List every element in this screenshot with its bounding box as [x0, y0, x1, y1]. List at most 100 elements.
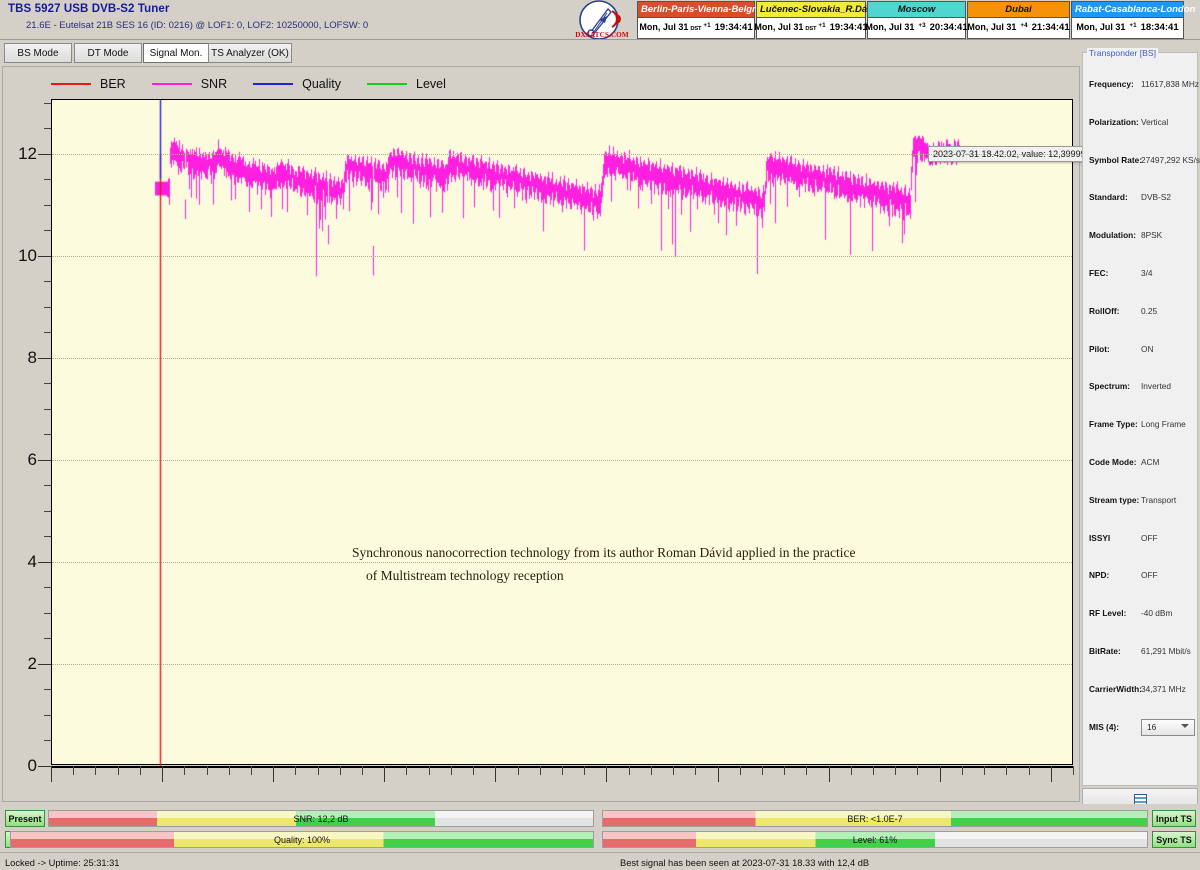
y-tick-major — [38, 153, 51, 155]
y-tick-minor — [44, 179, 51, 181]
legend-item-level: Level — [367, 77, 446, 91]
transponder-value: 11617,838 MHz — [1141, 79, 1199, 89]
x-tick-minor — [628, 766, 630, 775]
mode-tabbar: BS Mode DT Mode Signal Mon. TS Analyzer (OK… — [0, 43, 1080, 65]
x-tick-major — [939, 766, 941, 782]
x-tick-minor — [584, 766, 586, 775]
transponder-row-streamtype: Stream type: Transport — [1089, 495, 1199, 509]
mis-label: MIS (4): — [1089, 721, 1119, 732]
transponder-row-bitrate: BitRate: 61,291 Mbit/s — [1089, 646, 1199, 660]
transponder-key: Standard: — [1089, 192, 1128, 203]
y-tick-minor — [44, 434, 51, 436]
tab-bs-mode[interactable]: BS Mode — [4, 43, 72, 63]
x-tick-minor — [73, 766, 75, 775]
meter-gloss — [603, 811, 1147, 826]
transponder-value: DVB-S2 — [1141, 192, 1171, 203]
y-tick-minor — [44, 740, 51, 742]
x-tick-minor — [184, 766, 186, 775]
y-tick-label: 10 — [18, 245, 37, 265]
x-tick-major — [495, 766, 497, 782]
meter-level: Level: 61% — [602, 831, 1148, 848]
transponder-value: OFF — [1141, 532, 1158, 543]
meter-caption: Quality: 100% — [273, 834, 331, 845]
sync-ts-indicator[interactable]: Sync TS — [1152, 831, 1196, 848]
x-tick-minor — [784, 766, 786, 775]
gridline — [52, 459, 1072, 461]
y-tick-minor — [44, 281, 51, 283]
transponder-key: RollOff: — [1089, 305, 1120, 316]
clock-time: Mon, Jul 31 +4 21:34:41 — [967, 18, 1070, 37]
legend-item-snr: SNR — [151, 77, 228, 91]
x-tick-minor — [95, 766, 97, 775]
clock-time: Mon, Jul 31 DST +1 19:34:41 — [638, 18, 754, 37]
y-tick-minor — [44, 408, 51, 410]
annotation-line-1: Synchronous nanocorrection technology fr… — [352, 545, 856, 561]
x-tick-minor — [873, 766, 875, 775]
transponder-value: ON — [1141, 343, 1154, 354]
x-tick-minor — [250, 766, 252, 775]
transponder-value: 8PSK — [1141, 230, 1163, 241]
satellite-subtitle: 21.6E - Eutelsat 21B SES 16 (ID: 0216) @… — [26, 20, 369, 31]
legend-label: Level — [416, 77, 446, 91]
y-tick-label: 6 — [27, 449, 37, 469]
bottom-divider — [0, 852, 1200, 853]
transponder-value: 34,371 MHz — [1141, 683, 1186, 694]
clock-2: Lučenec-Slovakia_R.Dávid Mon, Jul 31 DST +1… — [754, 1, 881, 39]
input-ts-indicator[interactable]: Input TS — [1152, 810, 1196, 827]
worldclock-bar: Berlin-Paris-Vienna-Belgrade Mon, Jul 31 D… — [637, 1, 1195, 39]
status-bars: Locked -> Uptime: 25:31:31 Best signal h… — [0, 804, 1200, 870]
transponder-key: Polarization: — [1089, 116, 1139, 127]
y-tick-minor — [44, 510, 51, 512]
x-tick-minor — [850, 766, 852, 775]
transponder-key: Code Mode: — [1089, 457, 1137, 467]
transponder-row-pilot: Pilot: ON — [1089, 344, 1199, 358]
mis-select[interactable]: 16 — [1141, 718, 1195, 736]
gridline — [52, 153, 1072, 155]
legend-label: SNR — [200, 77, 228, 91]
x-tick-minor — [339, 766, 341, 775]
transponder-row-carrierwidth: CarrierWidth: 34,371 MHz — [1089, 684, 1199, 698]
transponder-key: Pilot: — [1089, 343, 1110, 354]
tab-dt-mode[interactable]: DT Mode — [74, 43, 142, 63]
x-tick-minor — [673, 766, 675, 775]
meter-ber: BER: <1.0E-7 — [602, 810, 1148, 827]
transponder-value: 3/4 — [1141, 268, 1153, 278]
transponder-value: -40 dBm — [1141, 608, 1173, 619]
tab-ts-analyzer-ok[interactable]: TS Analyzer (OK) — [208, 43, 292, 63]
header-divider — [0, 39, 1200, 40]
legend-swatch — [51, 83, 91, 85]
transponder-row-spectrum: Spectrum: Inverted — [1089, 381, 1199, 395]
transponder-groupbox-title: Transponder [BS] — [1087, 48, 1159, 58]
x-tick-major — [51, 766, 52, 782]
transponder-row-frequency: Frequency: 11617,838 MHz — [1089, 79, 1199, 93]
x-tick-minor — [1073, 766, 1074, 775]
y-tick-label: 2 — [27, 653, 37, 673]
meter-gloss — [49, 811, 593, 826]
transponder-key: RF Level: — [1089, 608, 1127, 619]
y-tick-major — [38, 459, 51, 461]
y-tick-minor — [44, 638, 51, 640]
tab-signal-mon[interactable]: Signal Mon. — [143, 43, 209, 63]
transponder-sidebar: Transponder [BS] Frequency: 11617,838 MHz… — [1082, 44, 1200, 810]
meter-gloss — [603, 832, 1147, 847]
transponder-row-rolloff: RollOff: 0.25 — [1089, 306, 1199, 320]
chart-plot-area[interactable]: 2023-07-31 18.42.02, value: 12,399999618… — [51, 99, 1131, 766]
transponder-groupbox: Transponder [BS] Frequency: 11617,838 MHz… — [1082, 48, 1200, 786]
x-tick-minor — [917, 766, 919, 775]
clock-zone-label: Moscow — [868, 2, 965, 18]
y-tick-major — [38, 561, 51, 563]
present-indicator[interactable]: Present — [5, 810, 45, 827]
x-tick-minor — [650, 766, 652, 775]
y-tick-minor — [44, 332, 51, 334]
x-tick-major — [162, 766, 164, 782]
window-header: TBS 5927 USB DVB-S2 Tuner 21.6E - Eutels… — [0, 0, 1200, 42]
page-title: TBS 5927 USB DVB-S2 Tuner — [8, 3, 170, 15]
x-tick-major — [1050, 766, 1052, 782]
x-tick-minor — [517, 766, 519, 775]
transponder-value: OFF — [1141, 570, 1158, 581]
legend-item-ber: BER — [51, 77, 126, 91]
clock-time: Mon, Jul 31 +3 20:34:41 — [865, 18, 968, 37]
x-tick-minor — [428, 766, 430, 775]
y-tick-minor — [44, 306, 51, 308]
x-tick-minor — [450, 766, 452, 775]
